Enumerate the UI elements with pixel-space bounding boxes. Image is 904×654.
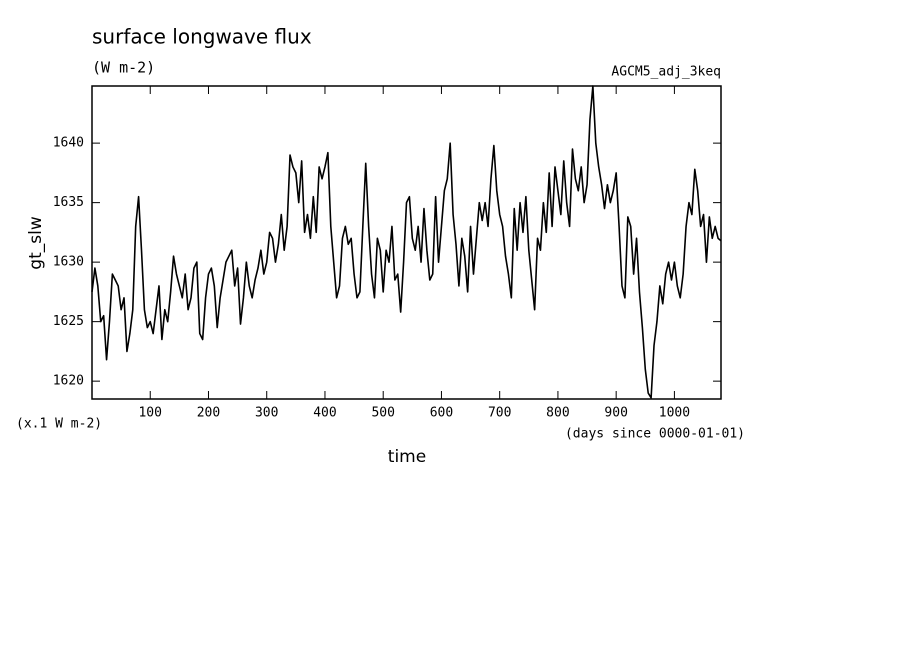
y-tick-label: 1640 bbox=[53, 136, 84, 151]
y-tick-label: 1620 bbox=[53, 374, 84, 389]
y-tick-label: 1635 bbox=[53, 195, 84, 210]
chart-subtitle: (W m-2) bbox=[92, 59, 155, 77]
x-tick-label: 1000 bbox=[659, 406, 690, 421]
plot-frame bbox=[91, 85, 722, 400]
x-unit: (days since 0000-01-01) bbox=[565, 427, 745, 442]
chart-title: surface longwave flux bbox=[92, 25, 312, 49]
x-tick-label: 800 bbox=[546, 406, 569, 421]
x-axis-label: time bbox=[388, 447, 426, 467]
y-unit: (x.1 W m-2) bbox=[16, 417, 102, 432]
x-tick-label: 300 bbox=[255, 406, 278, 421]
x-tick-label: 100 bbox=[138, 406, 161, 421]
y-axis-label: gt_slw bbox=[26, 216, 46, 270]
x-tick-label: 700 bbox=[488, 406, 511, 421]
annotation: AGCM5_adj_3keq bbox=[611, 65, 721, 80]
x-tick-label: 400 bbox=[313, 406, 336, 421]
x-tick-label: 500 bbox=[371, 406, 394, 421]
data-line bbox=[91, 85, 722, 399]
x-tick-label: 200 bbox=[197, 406, 220, 421]
x-tick-label: 600 bbox=[430, 406, 453, 421]
y-tick-label: 1630 bbox=[53, 255, 84, 270]
y-tick-label: 1625 bbox=[53, 314, 84, 329]
x-tick-label: 900 bbox=[604, 406, 627, 421]
